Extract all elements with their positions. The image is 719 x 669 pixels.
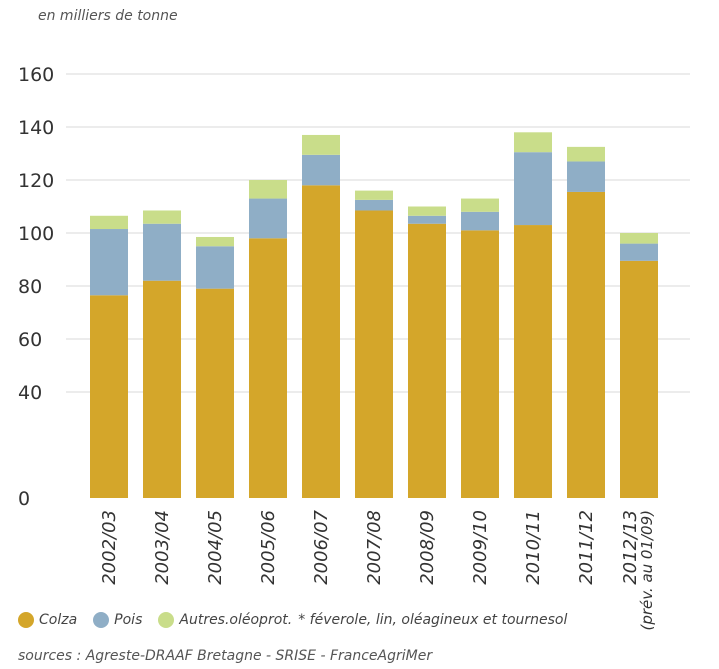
- y-tick-label: 160: [18, 64, 54, 86]
- sources-text: sources : Agreste-DRAAF Bretagne - SRISE…: [18, 648, 433, 664]
- x-tick-label: 2004/05: [205, 510, 226, 585]
- legend-item-colza: Colza: [18, 612, 77, 628]
- bar-pois: [408, 215, 446, 224]
- y-tick-label: 140: [18, 117, 54, 139]
- bar-pois: [620, 243, 658, 261]
- legend-swatch-colza: [18, 612, 34, 628]
- bar-autres: [143, 210, 181, 224]
- bar-autres: [302, 134, 340, 155]
- legend-item-pois: Pois: [93, 612, 142, 628]
- bar-pois: [90, 229, 128, 296]
- x-tick-label: 2002/03: [99, 510, 120, 585]
- bar-colza: [620, 260, 658, 498]
- legend-note: * féverole, lin, oléagineux et tournesol: [298, 612, 568, 628]
- x-tick-label: 2011/12: [576, 510, 597, 585]
- bar-pois: [355, 199, 393, 211]
- legend-label-autres: Autres.oléoprot.: [179, 612, 293, 628]
- y-tick-label: 80: [18, 276, 42, 298]
- bar-autres: [514, 132, 552, 153]
- bar-colza: [408, 223, 446, 498]
- x-tick-label: 2006/07: [311, 509, 332, 584]
- bar-colza: [90, 295, 128, 498]
- x-tick-label: 2008/09: [417, 510, 438, 585]
- unit-label: en milliers de tonne: [38, 8, 178, 24]
- x-tick-label: 2012/13: [620, 510, 641, 585]
- bar-colza: [355, 210, 393, 498]
- bar-autres: [408, 206, 446, 216]
- bar-pois: [514, 152, 552, 226]
- legend-swatch-pois: [93, 612, 110, 628]
- y-tick-label: 100: [18, 223, 54, 245]
- x-tick-sublabel: (prév. au 01/09): [638, 510, 656, 631]
- bar-colza: [567, 191, 605, 499]
- x-tick-label: 2007/08: [364, 510, 385, 585]
- bar-autres: [355, 190, 393, 200]
- bar-autres: [567, 146, 605, 162]
- bar-autres: [249, 180, 287, 199]
- bar-autres: [461, 198, 499, 212]
- y-tick-label: 60: [18, 329, 42, 351]
- bar-pois: [302, 154, 340, 186]
- bar-pois: [143, 223, 181, 281]
- legend-item-autres: Autres.oléoprot. * féverole, lin, oléagi…: [158, 612, 567, 628]
- y-tick-label: 40: [18, 382, 42, 404]
- x-tick-label: 2005/06: [258, 510, 279, 585]
- legend-label-colza: Colza: [39, 612, 78, 628]
- x-axis-ticks: 2002/03 2003/04 2004/05 2005/06 2006/07 2007/…: [99, 509, 656, 630]
- legend: Colza Pois Autres.oléoprot. * féverole, …: [18, 612, 583, 628]
- bar-colza: [461, 230, 499, 498]
- legend-swatch-autres: [158, 612, 175, 628]
- bar-autres: [196, 236, 234, 247]
- bar-pois: [196, 246, 234, 289]
- bar-pois: [461, 211, 499, 231]
- bar-autres: [90, 215, 128, 230]
- bar-pois: [249, 198, 287, 239]
- bar-autres: [620, 233, 658, 244]
- bar-colza: [302, 185, 340, 499]
- x-tick-label: 2010/11: [523, 510, 544, 585]
- bar-pois: [567, 161, 605, 192]
- bar-colza: [196, 288, 234, 498]
- legend-label-pois: Pois: [114, 612, 143, 628]
- bar-colza: [143, 280, 181, 498]
- y-tick-label: 120: [18, 170, 54, 192]
- bar-colza: [249, 238, 287, 499]
- bars: [90, 132, 658, 499]
- bar-colza: [514, 225, 552, 499]
- y-tick-label: 0: [18, 488, 30, 510]
- x-tick-label: 2003/04: [152, 510, 173, 585]
- x-tick-label: 2009/10: [470, 510, 491, 585]
- y-axis-ticks: 0 40 60 80 100 120 140 160: [18, 64, 54, 510]
